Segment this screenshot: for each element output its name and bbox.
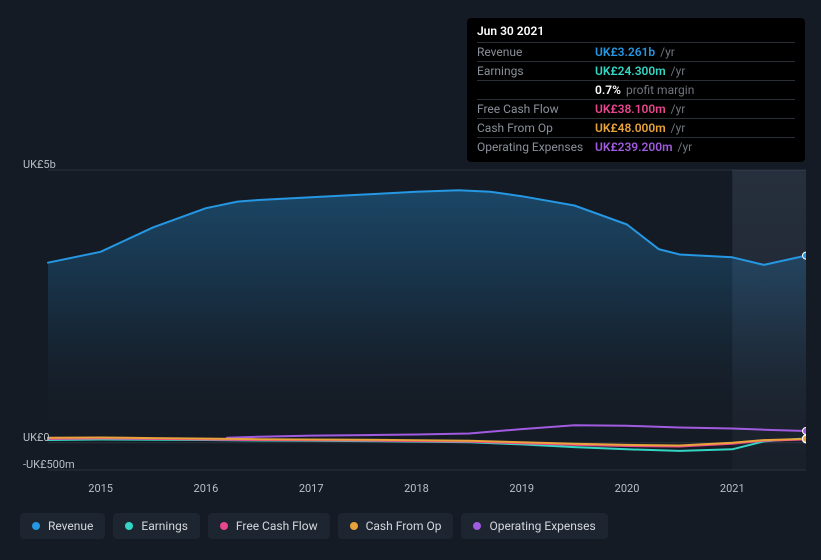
legend-label: Revenue (48, 519, 93, 533)
legend-label: Free Cash Flow (236, 519, 318, 533)
tooltip-row-value: 0.7% profit margin (595, 81, 795, 100)
chart-svg (15, 155, 806, 500)
legend-label: Earnings (141, 519, 188, 533)
legend-dot-icon (32, 522, 40, 530)
tooltip-date: Jun 30 2021 (477, 24, 795, 42)
legend-label: Operating Expenses (489, 519, 595, 533)
series-marker-opex (803, 428, 807, 435)
tooltip-row-value: UK£24.300m /yr (595, 62, 795, 81)
x-axis-label: 2019 (509, 482, 534, 495)
chart-legend: Revenue Earnings Free Cash Flow Cash From O… (20, 513, 608, 539)
x-axis-label: 2018 (404, 482, 429, 495)
legend-dot-icon (350, 522, 358, 530)
tooltip-row-value: UK£38.100m /yr (595, 100, 795, 119)
tooltip-row-label: Free Cash Flow (477, 100, 595, 119)
x-axis-label: 2021 (720, 482, 745, 495)
legend-label: Cash From Op (366, 519, 442, 533)
tooltip-row-label: Revenue (477, 43, 595, 62)
tooltip-row-label: Earnings (477, 62, 595, 81)
legend-item-revenue[interactable]: Revenue (20, 513, 105, 539)
legend-item-opex[interactable]: Operating Expenses (461, 513, 607, 539)
legend-dot-icon (473, 522, 481, 530)
financials-chart[interactable]: UK£5b UK£0 -UK£500m 2015 2016 2017 2018 2019 20… (15, 155, 806, 500)
tooltip-row-value: UK£3.261b /yr (595, 43, 795, 62)
tooltip-table: RevenueUK£3.261b /yrEarningsUK£24.300m /… (477, 42, 795, 156)
legend-item-cfo[interactable]: Cash From Op (338, 513, 454, 539)
series-marker-cfo (803, 435, 807, 442)
y-axis-label: -UK£500m (23, 458, 75, 471)
chart-tooltip: Jun 30 2021 RevenueUK£3.261b /yrEarnings… (467, 18, 805, 162)
tooltip-row-label: Cash From Op (477, 119, 595, 138)
tooltip-row-label (477, 81, 595, 100)
tooltip-row-label: Operating Expenses (477, 138, 595, 157)
x-axis-label: 2016 (194, 482, 219, 495)
legend-item-earnings[interactable]: Earnings (113, 513, 200, 539)
legend-dot-icon (220, 522, 228, 530)
series-marker-revenue (803, 252, 807, 259)
x-axis-label: 2017 (299, 482, 324, 495)
legend-item-fcf[interactable]: Free Cash Flow (208, 513, 330, 539)
y-axis-label: UK£0 (23, 431, 50, 444)
x-axis-label: 2020 (615, 482, 640, 495)
y-axis-label: UK£5b (23, 158, 56, 171)
legend-dot-icon (125, 522, 133, 530)
x-axis-label: 2015 (88, 482, 113, 495)
tooltip-row-value: UK£239.200m /yr (595, 138, 795, 157)
tooltip-row-value: UK£48.000m /yr (595, 119, 795, 138)
